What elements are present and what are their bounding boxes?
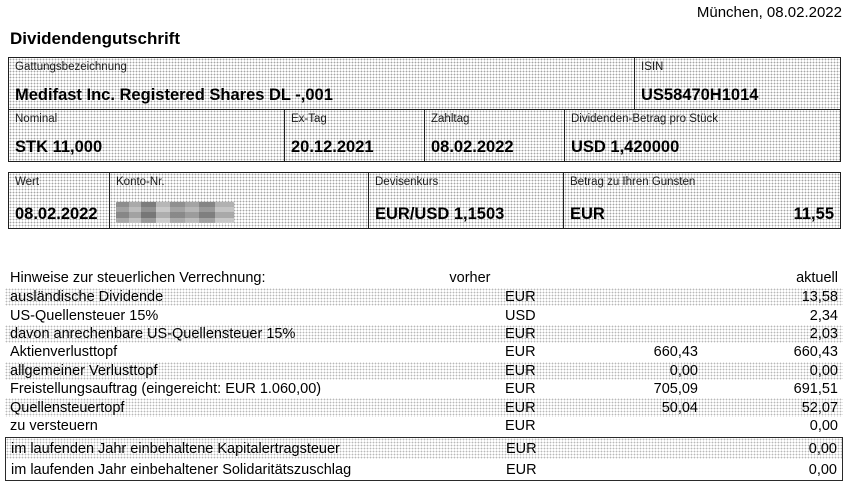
devisenkurs-value: EUR/USD 1,1503 — [375, 205, 505, 223]
cell-isin: ISIN US58470H1014 — [634, 58, 840, 109]
account-number-redacted — [116, 202, 234, 223]
tax-section: Hinweise zur steuerlichen Verrechnung: v… — [5, 268, 843, 482]
devisenkurs-label: Devisenkurs — [375, 176, 439, 188]
column-header-vorher: vorher — [449, 270, 491, 286]
tax-row-freistellungsauftrag: Freistellungsauftrag (eingereicht: EUR 1… — [10, 381, 838, 398]
zahltag-label: Zahltag — [431, 113, 470, 125]
security-table: Gattungsbezeichnung Medifast Inc. Regist… — [8, 57, 841, 162]
ex-tag-label: Ex-Tag — [291, 113, 327, 125]
dividende-pro-stueck-label: Dividenden-Betrag pro Stück — [571, 113, 719, 125]
document-title: Dividendengutschrift — [10, 29, 181, 48]
payment-table-row: Wert 08.02.2022 Konto-Nr. Devisenkurs EU… — [9, 173, 840, 228]
tax-row-allgemeiner-verlusttopf: allgemeiner Verlusttopf EUR 0,00 0,00 — [5, 361, 843, 380]
zahltag-value: 08.02.2022 — [431, 138, 514, 156]
wert-value: 08.02.2022 — [15, 205, 98, 223]
tax-row-anrechenbare-quellensteuer: davon anrechenbare US-Quellensteuer 15% … — [5, 324, 843, 344]
ex-tag-value: 20.12.2021 — [291, 138, 374, 156]
cell-wert: Wert 08.02.2022 — [9, 173, 109, 228]
gattungsbezeichnung-label: Gattungsbezeichnung — [15, 61, 127, 73]
tax-rows: ausländische Dividende EUR 13,58 US-Quel… — [5, 288, 843, 435]
column-header-aktuell: aktuell — [796, 270, 838, 286]
cell-devisenkurs: Devisenkurs EUR/USD 1,1503 — [368, 173, 563, 228]
tax-header-row: Hinweise zur steuerlichen Verrechnung: v… — [5, 268, 843, 288]
cell-betrag-zu-ihren-gunsten: Betrag zu Ihren Gunsten EUR 11,55 — [563, 173, 840, 228]
wert-label: Wert — [15, 176, 40, 188]
dividende-pro-stueck-value: USD 1,420000 — [571, 138, 680, 156]
withheld-taxes-box: im laufenden Jahr einbehaltene Kapitaler… — [5, 437, 843, 482]
place-date: München, 08.02.2022 — [696, 4, 842, 21]
cell-nominal: Nominal STK 11,000 — [9, 110, 284, 161]
nominal-value: STK 11,000 — [15, 138, 103, 156]
tax-section-title: Hinweise zur steuerlichen Verrechnung: — [10, 270, 266, 286]
tax-row-kapitalertragsteuer: im laufenden Jahr einbehaltene Kapitaler… — [6, 438, 842, 460]
betrag-currency: EUR — [570, 205, 605, 223]
isin-label: ISIN — [641, 61, 664, 73]
cell-konto-nr: Konto-Nr. — [109, 173, 368, 228]
tax-row-auslaendische-dividende: ausländische Dividende EUR 13,58 — [5, 288, 843, 307]
security-table-row-2: Nominal STK 11,000 Ex-Tag 20.12.2021 Zah… — [9, 109, 840, 161]
tax-row-quellensteuertopf: Quellensteuertopf EUR 50,04 52,07 — [5, 398, 843, 417]
tax-row-zu-versteuern: zu versteuern EUR 0,00 — [10, 417, 838, 434]
tax-row-us-quellensteuer: US-Quellensteuer 15% USD 2,34 — [10, 307, 838, 324]
cell-gattungsbezeichnung: Gattungsbezeichnung Medifast Inc. Regist… — [9, 58, 634, 109]
payment-table: Wert 08.02.2022 Konto-Nr. Devisenkurs EU… — [8, 172, 841, 229]
tax-row-aktienverlusttopf: Aktienverlusttopf EUR 660,43 660,43 — [10, 344, 838, 361]
cell-ex-tag: Ex-Tag 20.12.2021 — [284, 110, 424, 161]
konto-nr-label: Konto-Nr. — [116, 176, 165, 188]
betrag-amount: 11,55 — [793, 205, 834, 223]
cell-zahltag: Zahltag 08.02.2022 — [424, 110, 564, 161]
betrag-label: Betrag zu Ihren Gunsten — [570, 176, 696, 188]
cell-dividende-pro-stueck: Dividenden-Betrag pro Stück USD 1,420000 — [564, 110, 840, 161]
security-table-row-1: Gattungsbezeichnung Medifast Inc. Regist… — [9, 58, 840, 109]
gattungsbezeichnung-value: Medifast Inc. Registered Shares DL -,001 — [15, 86, 333, 104]
isin-value: US58470H1014 — [641, 86, 759, 104]
nominal-label: Nominal — [15, 113, 58, 125]
tax-row-solidaritaetszuschlag: im laufenden Jahr einbehaltener Solidari… — [11, 461, 837, 478]
